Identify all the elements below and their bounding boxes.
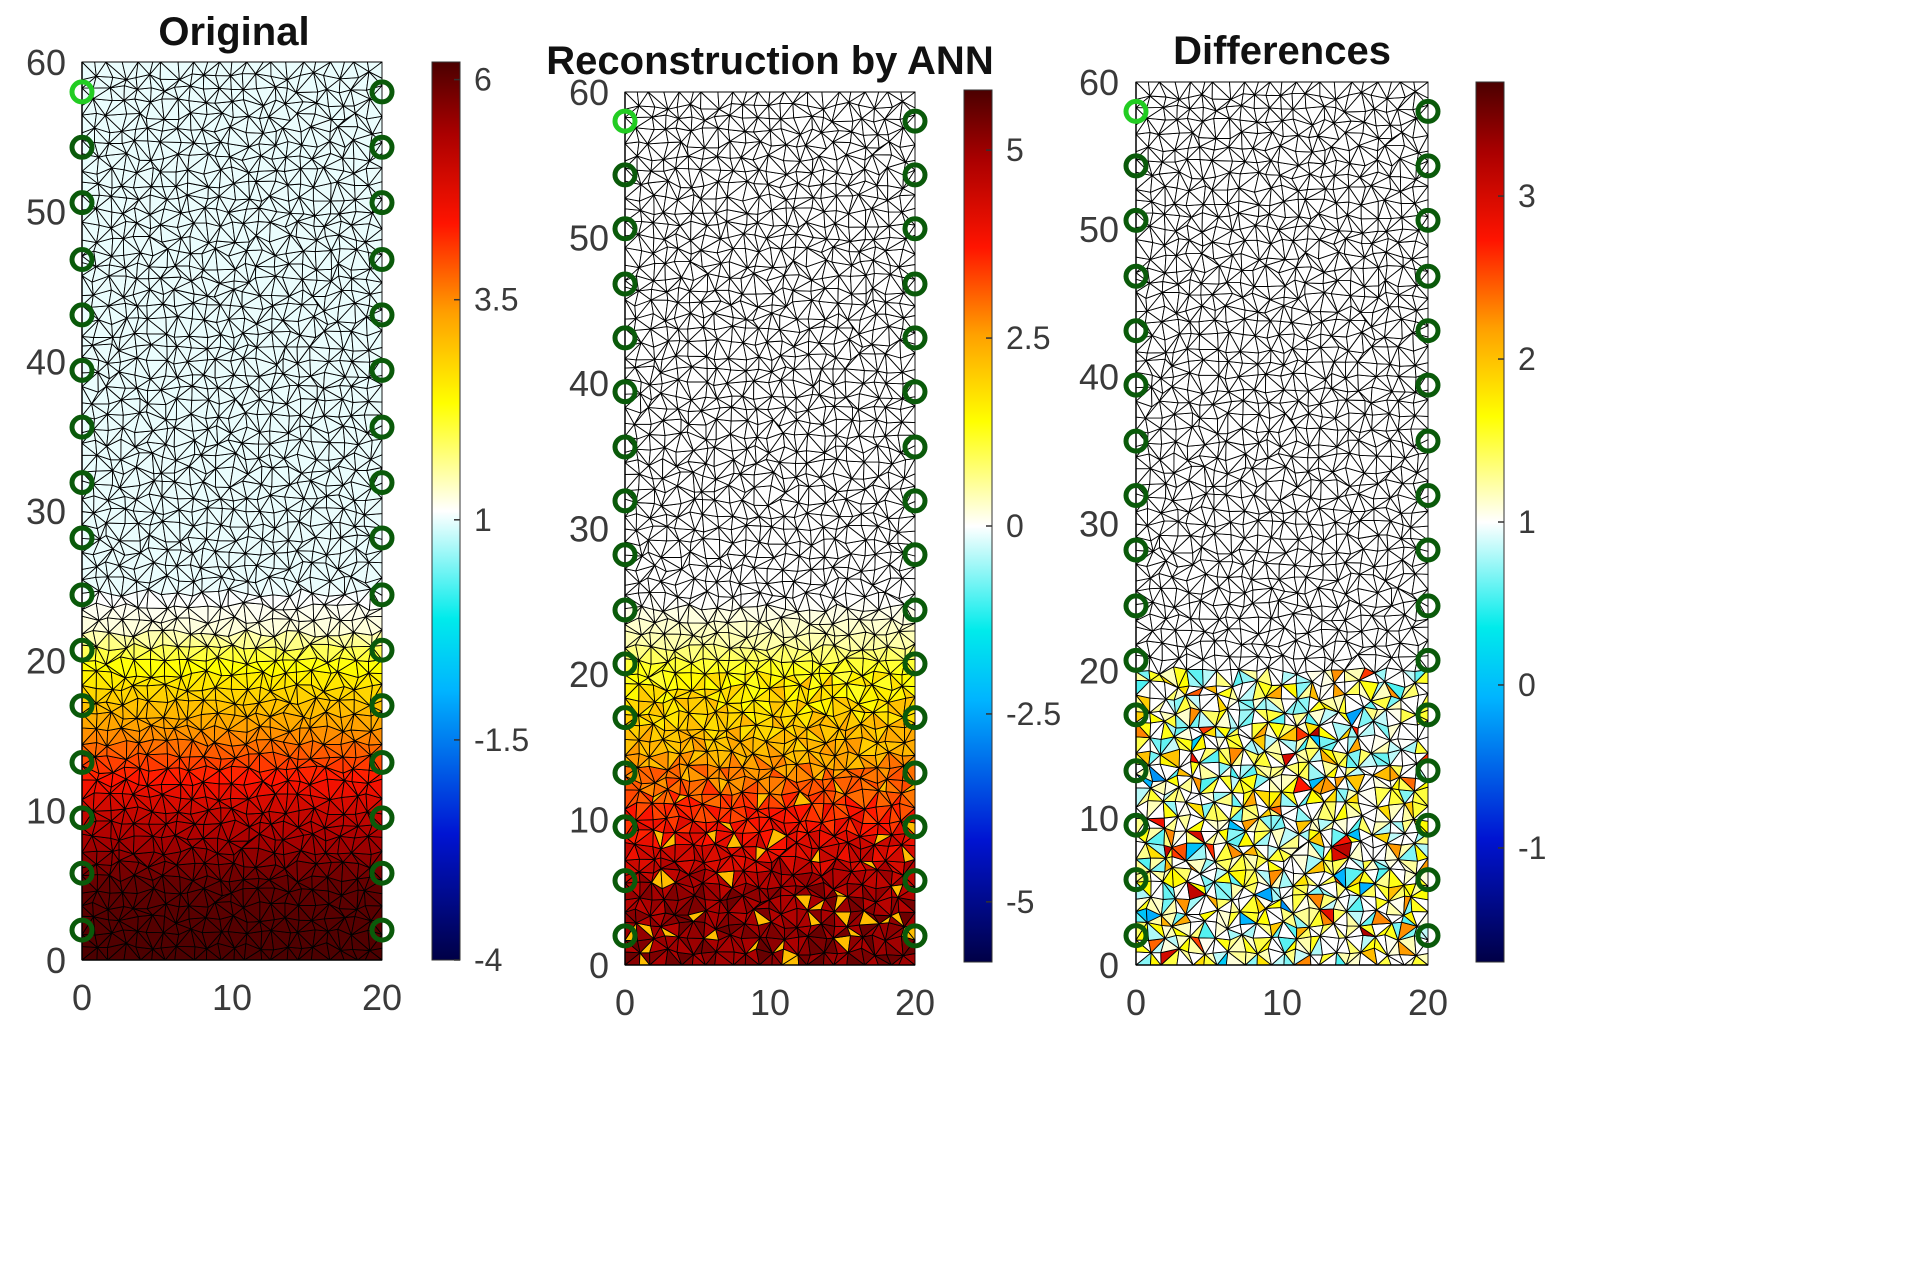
colorbar-tick-label: 1 <box>474 502 492 538</box>
y-tick-label: 40 <box>26 341 66 382</box>
x-tick-label: 10 <box>212 977 252 1018</box>
x-tick-label: 20 <box>362 977 402 1018</box>
y-tick-label: 10 <box>26 790 66 831</box>
y-tick-label: 0 <box>46 940 66 981</box>
colorbar-tick-label: 3.5 <box>474 282 518 318</box>
y-tick-label: 60 <box>26 42 66 83</box>
x-tick-label: 0 <box>72 977 92 1018</box>
panel-title: Original <box>158 10 309 54</box>
panel-title: Reconstruction by ANN <box>546 39 993 83</box>
y-tick-label: 20 <box>26 641 66 682</box>
colorbar <box>432 62 460 960</box>
colorbar-tick-label: -1.5 <box>474 722 529 758</box>
y-tick-label: 50 <box>26 192 66 233</box>
y-tick-label: 30 <box>26 491 66 532</box>
mesh <box>625 92 915 965</box>
panel-1: Original 0 10 20 30 40 50 60 0 10 20 6 3.5 1 -1.5 -4 <box>26 10 529 1018</box>
mesh <box>82 62 382 960</box>
colorbar-tick-label: -4 <box>474 942 502 978</box>
colorbar-tick-label: 6 <box>474 62 492 98</box>
